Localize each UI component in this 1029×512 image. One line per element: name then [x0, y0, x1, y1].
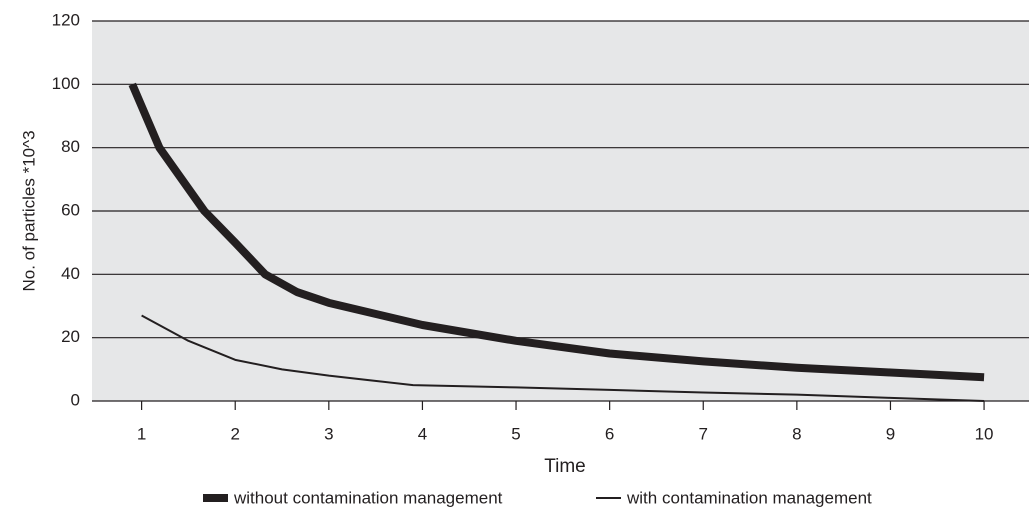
y-tick-label: 120: [52, 10, 80, 29]
legend-label: without contamination management: [233, 488, 503, 507]
x-tick-label: 9: [886, 424, 895, 443]
legend-label: with contamination management: [626, 488, 872, 507]
y-tick-label: 20: [61, 327, 80, 346]
x-tick-label: 1: [137, 424, 146, 443]
y-tick-label: 60: [61, 200, 80, 219]
x-tick-label: 2: [230, 424, 239, 443]
series-line: [141, 314, 985, 402]
y-tick-label: 0: [71, 390, 80, 409]
x-tick-label: 7: [699, 424, 708, 443]
y-tick-label: 40: [61, 264, 80, 283]
x-axis-label: Time: [544, 456, 586, 477]
x-tick-label: 10: [975, 424, 994, 443]
y-axis-label: No. of particles *10^3: [19, 130, 38, 291]
y-tick-label: 80: [61, 137, 80, 156]
x-tick-label: 3: [324, 424, 333, 443]
x-tick-label: 5: [511, 424, 520, 443]
x-tick-label: 8: [792, 424, 801, 443]
x-tick-label: 6: [605, 424, 614, 443]
series-line: [128, 82, 985, 382]
y-tick-label: 100: [52, 74, 80, 93]
x-tick-label: 4: [418, 424, 427, 443]
